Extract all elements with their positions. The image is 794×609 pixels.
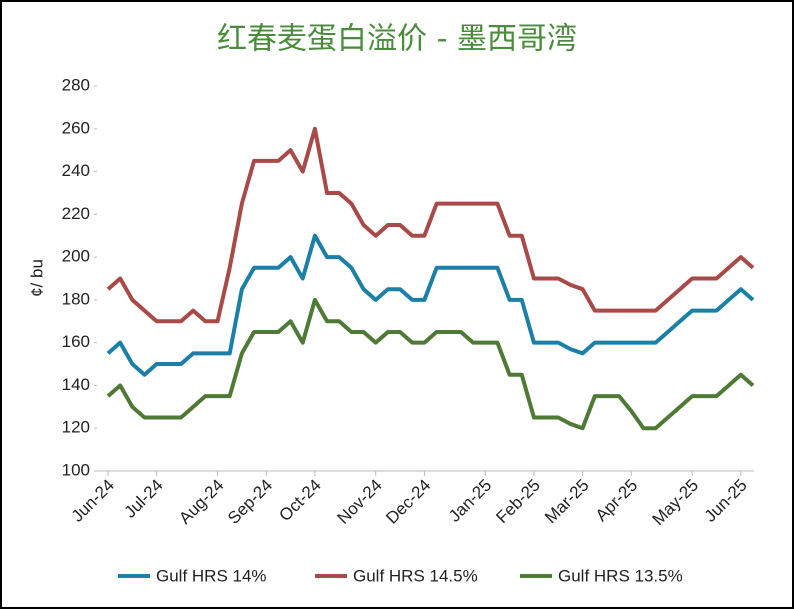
- legend-label: Gulf HRS 14%: [156, 566, 267, 585]
- line-series: [106, 297, 755, 431]
- y-tick-label: 200: [62, 247, 90, 266]
- y-tick-label: 160: [62, 332, 90, 351]
- legend-label: Gulf HRS 14.5%: [353, 566, 478, 585]
- legend-label: Gulf HRS 13.5%: [558, 566, 683, 585]
- y-tick-label: 100: [62, 460, 90, 479]
- line-series: [106, 233, 755, 377]
- line-series: [106, 126, 755, 324]
- y-tick-label: 180: [62, 289, 90, 308]
- y-tick-label: 140: [62, 375, 90, 394]
- y-axis-label: ¢/ bu: [27, 259, 46, 297]
- y-tick-label: 260: [62, 118, 90, 137]
- chart-title: 红春麦蛋白溢价 - 墨西哥湾: [217, 22, 577, 57]
- y-tick-label: 280: [62, 75, 90, 94]
- y-tick-label: 220: [62, 204, 90, 223]
- y-tick-label: 120: [62, 418, 90, 437]
- y-tick-label: 240: [62, 161, 90, 180]
